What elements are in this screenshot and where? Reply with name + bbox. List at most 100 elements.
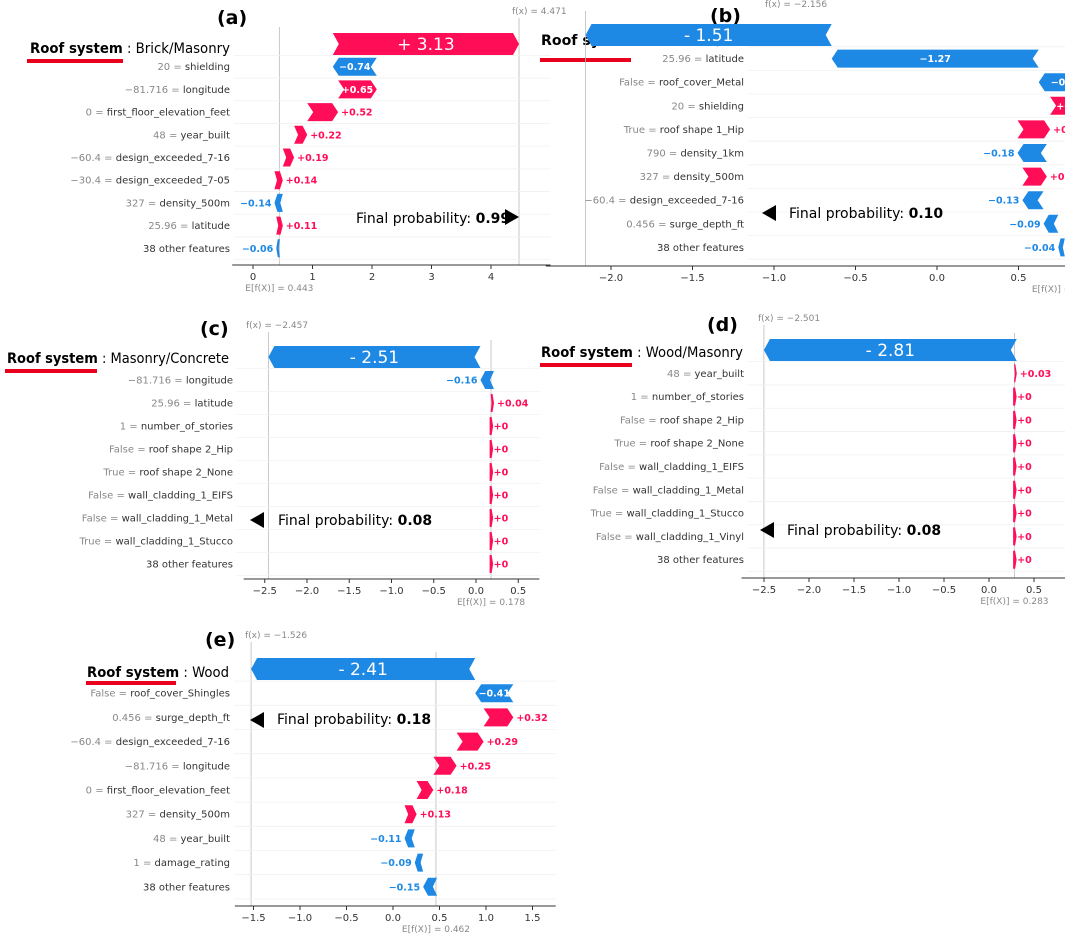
bar-3 — [456, 732, 484, 751]
bar-5 — [1017, 144, 1047, 162]
bar-5 — [1013, 457, 1017, 476]
feature-label: 0.456 = surge_depth_ft — [626, 219, 744, 230]
feature-eq: = — [125, 468, 140, 479]
x-tick-label: −2.0 — [295, 586, 319, 597]
feature-name: 38 other features — [143, 244, 230, 255]
bar-1 — [332, 57, 377, 76]
x-tick-label: 0.0 — [929, 273, 945, 284]
feature-value: −81.716 — [128, 376, 171, 387]
bar-9 — [489, 555, 494, 573]
feature-eq: = — [655, 219, 670, 230]
bar-label: +0.22 — [310, 130, 341, 141]
final-arrow-icon — [505, 209, 519, 225]
feature-eq: = — [621, 532, 636, 543]
feature-value: 20 — [671, 101, 684, 112]
feature-value: 1 — [631, 392, 637, 403]
feature-value: 25.96 — [662, 54, 691, 65]
bar-label: −0.15 — [389, 882, 420, 893]
panel-title-bold: Roof system — [87, 665, 179, 681]
efx-label: E[f(X)] = 0.283 — [980, 597, 1048, 607]
bar-8 — [1043, 214, 1059, 233]
bar-label: −0.13 — [988, 196, 1019, 207]
feature-value: False — [109, 445, 134, 456]
feature-eq: = — [659, 172, 674, 183]
feature-eq: = — [691, 54, 706, 65]
bar-label: −0.41 — [479, 689, 510, 700]
feature-label: 48 = year_built — [667, 369, 744, 380]
feature-eq: = — [141, 713, 156, 724]
bar-label: +0 — [494, 514, 509, 525]
x-tick-label: 0.5 — [432, 913, 448, 924]
bar-9 — [276, 239, 280, 258]
feature-label: 38 other features — [143, 244, 230, 255]
bar-1 — [475, 684, 514, 703]
feature-name: latitude — [192, 221, 230, 232]
fx-label: f(x) = 4.471 — [512, 7, 567, 17]
feature-eq: = — [645, 415, 660, 426]
feature-label: 327 = density_500m — [126, 198, 230, 209]
feature-name: 38 other features — [657, 243, 744, 254]
feature-name: design_exceeded_7-16 — [630, 196, 744, 207]
x-tick-label: 1.0 — [478, 913, 494, 924]
bar-4 — [433, 756, 457, 775]
x-tick-label: −1.5 — [241, 913, 265, 924]
feature-value: 48 — [153, 834, 166, 845]
bar-roof-system — [585, 24, 832, 46]
feature-eq: = — [615, 196, 630, 207]
feature-name: longitude — [183, 85, 230, 96]
bar-label: +0.04 — [497, 399, 529, 410]
bar-8 — [414, 853, 424, 872]
final-probability: Final probability: 0.99 — [356, 211, 510, 227]
feature-name: first_floor_elevation_feet — [107, 108, 230, 119]
bar-label: +0.14 — [286, 176, 318, 187]
bar-label: −0.34 — [1051, 78, 1065, 89]
feature-name: latitude — [706, 54, 744, 65]
x-tick-label: 1 — [309, 272, 315, 283]
feature-eq: = — [145, 198, 160, 209]
feature-eq: = — [101, 537, 116, 548]
x-tick-label: −2.0 — [797, 585, 821, 596]
feature-label: 327 = density_500m — [126, 810, 230, 821]
feature-label: False = roof_cover_Metal — [619, 78, 744, 89]
feature-value: 0.456 — [626, 219, 655, 230]
feature-eq: = — [624, 462, 639, 473]
feature-label: 1 = number_of_stories — [631, 392, 744, 403]
panel-title-rest: : Wood/Masonry — [633, 345, 743, 361]
bar-9 — [1058, 238, 1065, 257]
panel-title: Roof system : Wood — [87, 665, 229, 681]
bar-7 — [274, 193, 283, 212]
feature-label: 25.96 = latitude — [151, 399, 233, 410]
feature-value: True — [623, 125, 645, 136]
final-arrow-icon — [250, 512, 264, 528]
feature-name: 38 other features — [143, 882, 230, 893]
bar-label: −0.04 — [1024, 243, 1056, 254]
feature-name: year_built — [181, 130, 231, 141]
feature-eq: = — [636, 439, 651, 450]
feature-name: number_of_stories — [652, 392, 744, 403]
bar-1 — [480, 371, 494, 389]
x-tick-label: 4 — [488, 272, 494, 283]
feature-label: −60.4 = design_exceeded_7-16 — [70, 153, 230, 164]
feature-label: −81.716 = longitude — [125, 761, 230, 772]
feature-name: surge_depth_ft — [156, 713, 230, 724]
feature-name: wall_cladding_1_Stucco — [626, 509, 744, 520]
x-tick-label: −1.5 — [842, 585, 866, 596]
feature-label: 38 other features — [146, 560, 233, 571]
bar-label: +0.29 — [487, 737, 518, 748]
bar-label: +0.13 — [420, 810, 451, 821]
bar-label: −0.11 — [370, 834, 401, 845]
feature-name: wall_cladding_1_EIFS — [128, 491, 233, 502]
feature-value: True — [78, 537, 100, 548]
x-tick-label: −0.5 — [843, 273, 867, 284]
x-tick-label: 1.5 — [525, 913, 541, 924]
feature-eq: = — [140, 858, 155, 869]
panel-label: (a) — [217, 7, 247, 29]
bar-8 — [276, 216, 283, 235]
bar-6 — [1022, 167, 1047, 186]
bar-2 — [1013, 387, 1017, 406]
bar-label: +0 — [1017, 509, 1032, 520]
bar-label: −0.74 — [339, 62, 371, 73]
feature-eq: = — [166, 834, 181, 845]
feature-label: 25.96 = latitude — [662, 54, 744, 65]
feature-name: shielding — [699, 101, 744, 112]
